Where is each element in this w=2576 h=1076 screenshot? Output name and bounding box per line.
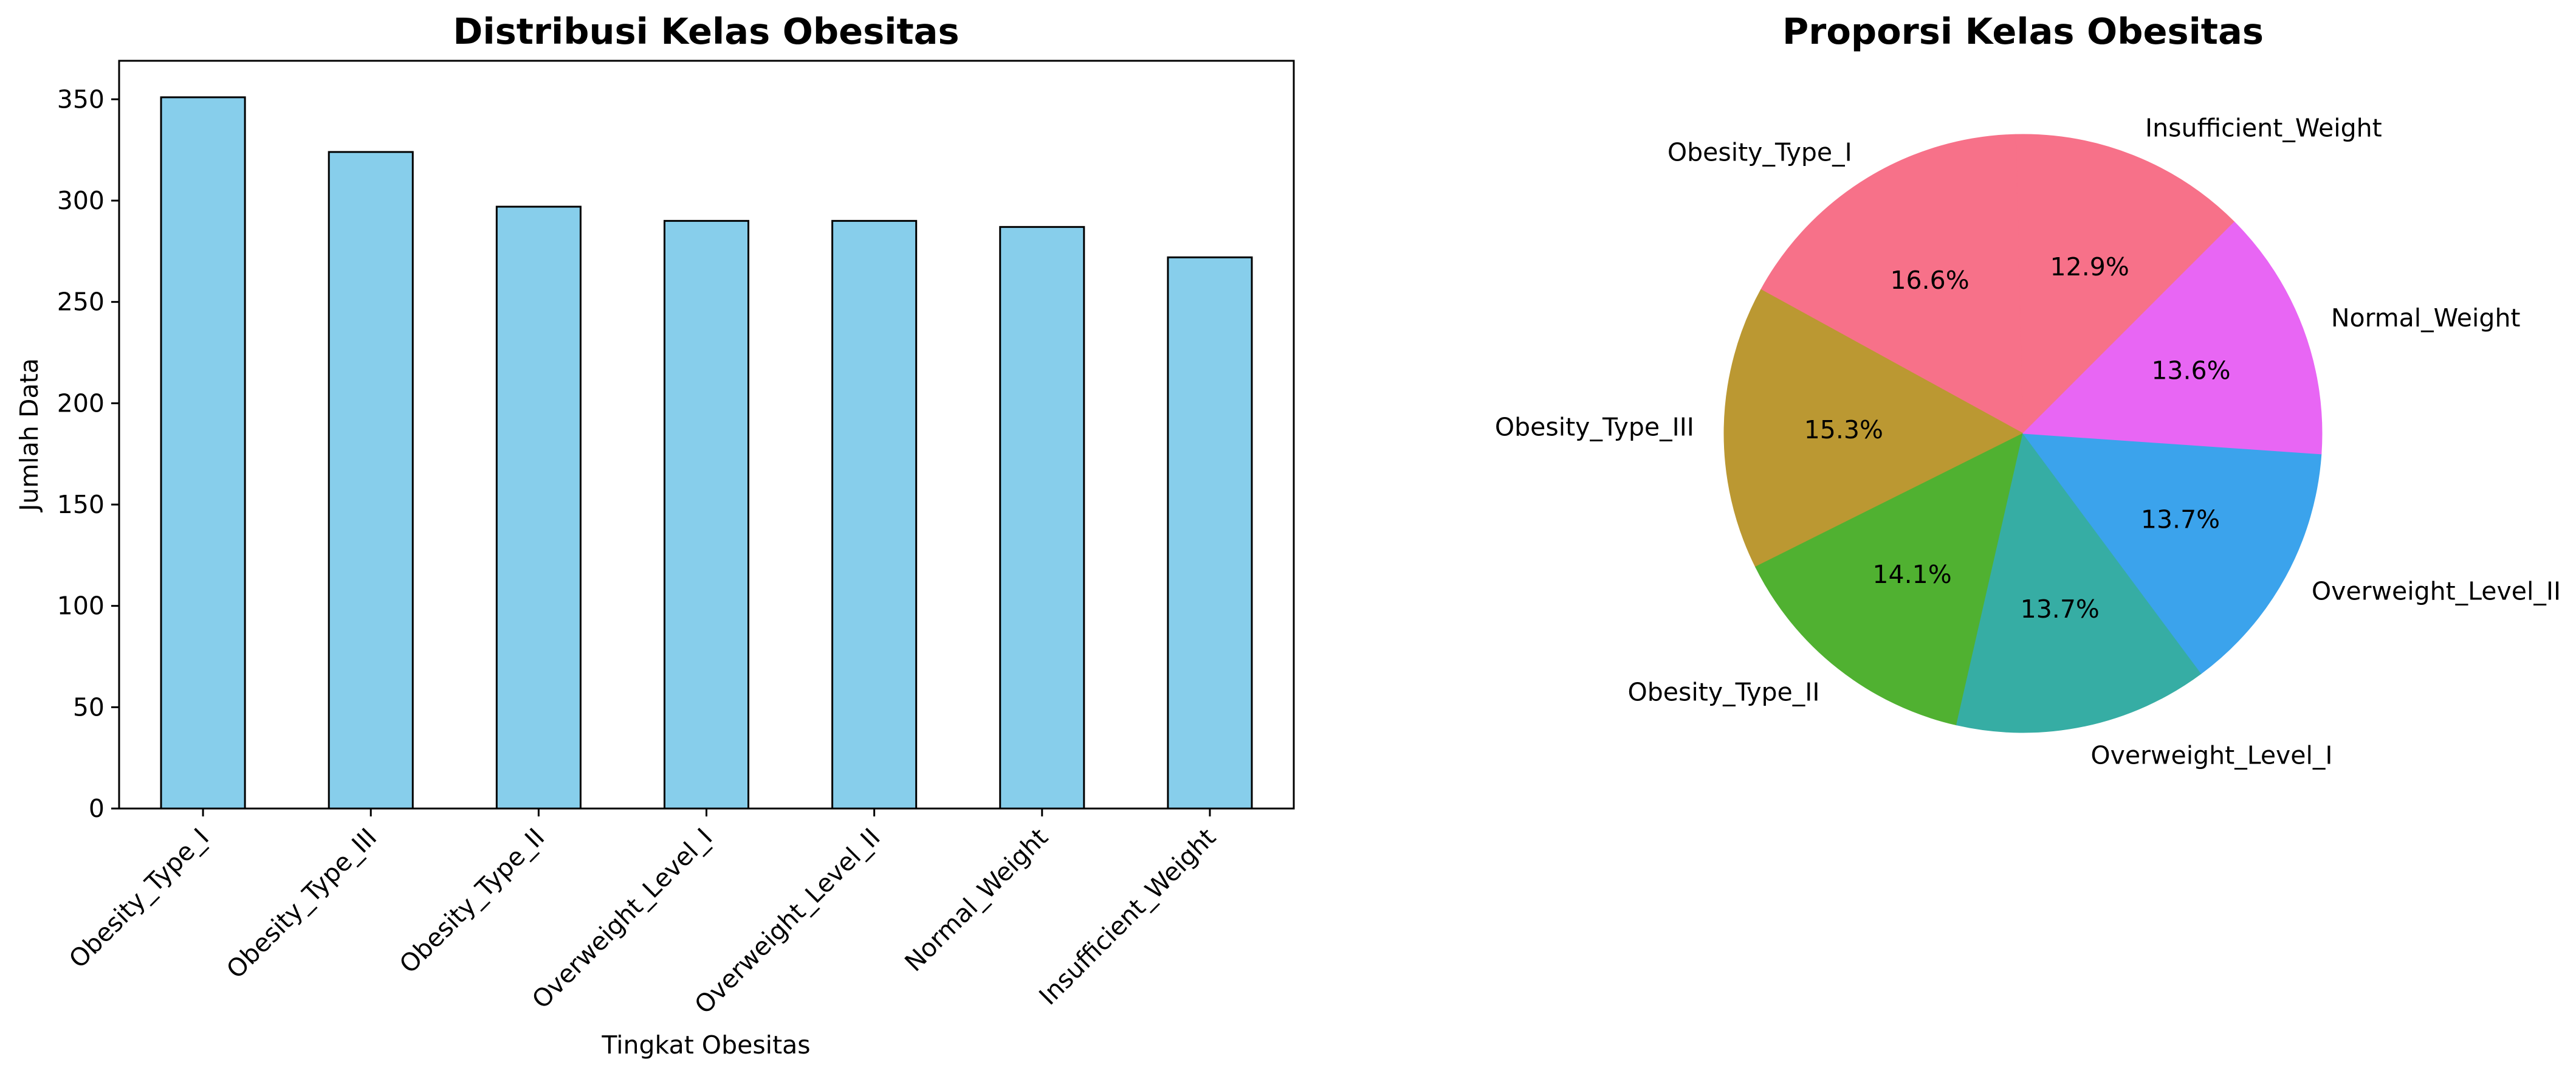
pie-slice-label: Obesity_Type_I	[1668, 138, 1852, 167]
y-tick-label: 150	[57, 490, 105, 519]
y-tick-label: 100	[57, 591, 105, 621]
pie-slice	[1956, 432, 2202, 733]
pie-slice	[2015, 134, 2235, 435]
bar-chart-title: Distribusi Kelas Obesitas	[453, 10, 959, 52]
bar	[495, 205, 582, 810]
pie-labels: 12.9% Insufficient_Weight 16.6% Obesity_Typ…	[1495, 114, 2561, 770]
pie-slice	[1723, 289, 2024, 568]
pie-slice-label: Normal_Weight	[2331, 303, 2521, 333]
y-tick-label: 50	[73, 692, 105, 722]
pie-slice-label: Obesity_Type_II	[1628, 677, 1820, 706]
bar	[328, 151, 414, 810]
y-axis-label: Jumlah Data	[15, 358, 44, 512]
pie-percent-label: 12.9%	[2050, 252, 2129, 281]
pie-percent-label: 13.7%	[2141, 505, 2220, 534]
pie-percent-label: 14.1%	[1872, 560, 1951, 589]
y-tick-label: 0	[89, 794, 105, 823]
pie-slice-label: Overweight_Level_II	[2312, 577, 2561, 606]
bar	[831, 219, 918, 810]
pie-slice	[1755, 433, 2024, 726]
pie-slice	[1760, 134, 2024, 434]
bar-plot-frame	[118, 60, 1295, 810]
y-tick-label: 250	[57, 288, 105, 317]
x-axis-label: Tingkat Obesitas	[601, 1030, 810, 1060]
pie-slice-label: Obesity_Type_III	[1495, 412, 1694, 441]
y-axis-ticks: 0 50 100 150 200 250 300 350	[57, 84, 119, 823]
pie-chart-title: Proporsi Kelas Obesitas	[1782, 10, 2264, 52]
pie-percent-label: 13.6%	[2151, 356, 2230, 385]
y-tick-label: 300	[57, 186, 105, 215]
bar	[999, 226, 1085, 810]
pie-slice-label: Insufficient_Weight	[2145, 114, 2382, 143]
pie-slice-label: Overweight_Level_I	[2090, 741, 2332, 770]
bar	[663, 219, 750, 810]
pie-slice	[2022, 433, 2322, 674]
bar	[1167, 256, 1253, 810]
pie-slice	[2022, 221, 2323, 455]
pie-chart: Proporsi Kelas Obesitas 12.9% Insufficien…	[1495, 10, 2561, 770]
pie-percent-label: 13.7%	[2021, 595, 2100, 624]
y-tick-label: 350	[57, 84, 105, 114]
pie-slices	[1723, 134, 2323, 733]
bars	[160, 96, 1253, 810]
pie-percent-label: 15.3%	[1804, 415, 1883, 444]
bar	[160, 96, 246, 810]
pie-percent-label: 16.6%	[1890, 266, 1969, 295]
y-tick-label: 200	[57, 388, 105, 418]
